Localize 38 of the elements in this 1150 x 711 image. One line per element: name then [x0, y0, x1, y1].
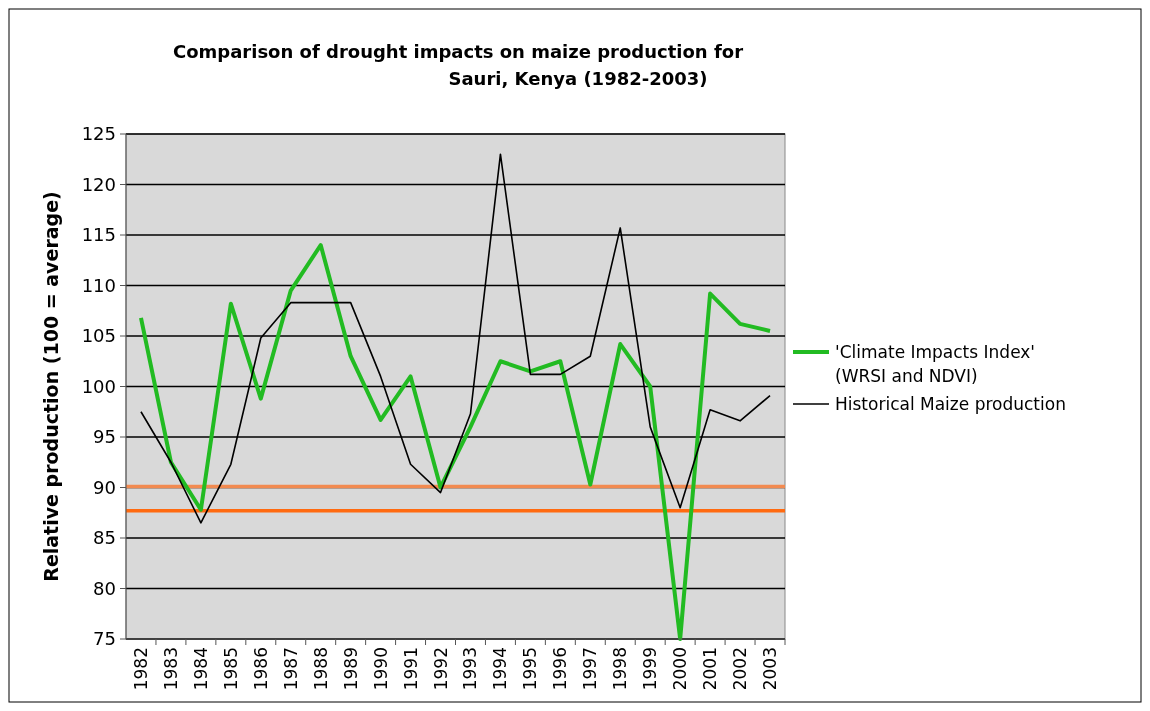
y-tick-label: 80	[93, 577, 116, 599]
y-tick-label: 85	[93, 527, 116, 549]
x-tick-label: 2002	[730, 647, 751, 691]
y-tick-label: 100	[81, 375, 116, 397]
x-tick-label: 1993	[460, 647, 481, 691]
x-tick-label: 1982	[130, 647, 151, 691]
y-tick-label: 110	[81, 274, 116, 296]
x-tick-label: 1986	[250, 647, 271, 691]
x-tick-label: 1990	[370, 647, 391, 691]
y-tick-label: 75	[93, 628, 116, 650]
y-tick-label: 90	[93, 476, 116, 498]
x-tick-label: 1989	[340, 647, 361, 691]
x-tick-label: 1997	[580, 647, 601, 691]
y-tick-label: 120	[81, 173, 116, 195]
legend-label: Historical Maize production	[835, 394, 1066, 414]
y-tick-label: 125	[81, 123, 116, 145]
x-tick-label: 2001	[700, 647, 721, 691]
x-tick-label: 1992	[430, 647, 451, 691]
line-series	[138, 243, 773, 641]
x-tick-label: 1991	[400, 647, 421, 691]
x-tick-label: 2000	[670, 647, 691, 691]
x-tick-label: 1984	[190, 647, 211, 691]
y-tick-label: 115	[81, 224, 116, 246]
x-tick-label: 1983	[160, 647, 181, 691]
x-tick-label: 1995	[520, 647, 541, 691]
y-axis-title: Relative production (100 = average)	[40, 191, 62, 582]
x-tick-label: 1996	[550, 647, 571, 691]
y-tick-label: 105	[81, 325, 116, 347]
x-tick-label: 1998	[610, 647, 631, 691]
chart-title: Comparison of drought impacts on maize production for Sauri, Kenya (1982-2003)	[172, 41, 744, 89]
x-tick-label: 1999	[640, 647, 661, 691]
legend-label: 'Climate Impacts Index' (WRSI and NDVI)	[835, 342, 1036, 386]
x-tick-label: 2003	[760, 647, 781, 691]
x-tick-label: 1987	[280, 647, 301, 691]
x-tick-label: 1994	[490, 647, 511, 691]
y-tick-label: 95	[93, 426, 116, 448]
x-tick-label: 1988	[310, 647, 331, 691]
x-tick-label: 1985	[220, 647, 241, 691]
